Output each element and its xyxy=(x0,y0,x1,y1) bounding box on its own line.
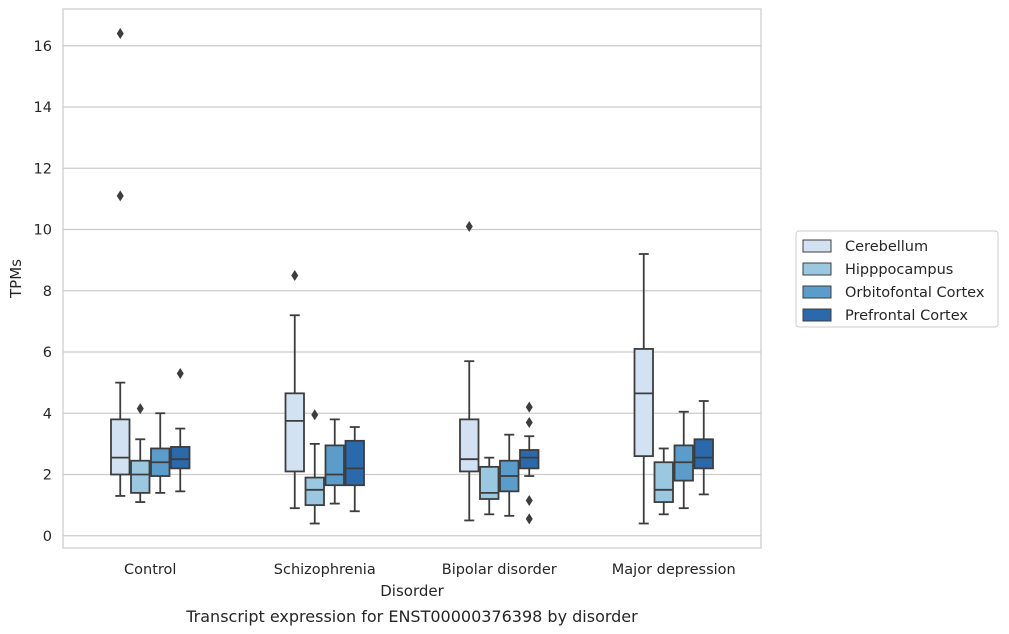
x-tick-label: Schizophrenia xyxy=(274,562,376,578)
box xyxy=(130,403,151,503)
legend-swatch xyxy=(802,285,832,299)
y-tick-label: 0 xyxy=(43,529,52,545)
box-iqr xyxy=(130,459,151,494)
x-tick-labels: Control Schizophrenia Bipolar disorder Majo… xyxy=(124,562,736,578)
grid-lines xyxy=(63,45,761,537)
figure-caption: Transcript expression for ENST0000037639… xyxy=(185,607,638,626)
plot-frame xyxy=(62,8,762,549)
outlier-point xyxy=(116,28,124,39)
y-tick-label: 2 xyxy=(43,468,52,484)
box-iqr xyxy=(459,418,480,473)
legend-swatch xyxy=(802,262,832,276)
outlier-point xyxy=(291,269,299,281)
legend-item: Cerebellum xyxy=(802,239,928,255)
box xyxy=(693,400,714,496)
box-iqr xyxy=(693,438,714,470)
legend-label: Cerebellum xyxy=(845,239,928,255)
x-axis-title: Disorder xyxy=(380,582,444,600)
legend-label: Prefrontal Cortex xyxy=(845,308,968,324)
series-hipppocampus xyxy=(130,403,674,525)
legend-item: Hipppocampus xyxy=(802,262,953,278)
outlier-point xyxy=(465,220,473,232)
box xyxy=(110,28,131,497)
box-iqr xyxy=(344,439,365,487)
legend: Cerebellum Hipppocampus Orbitofontal Corte… xyxy=(795,230,999,328)
series-orbitofontal-cortex xyxy=(150,410,694,517)
box xyxy=(499,433,520,517)
outlier-point xyxy=(311,409,319,421)
box xyxy=(459,220,480,522)
box xyxy=(344,426,365,513)
y-tick-label: 16 xyxy=(34,39,52,55)
box-iqr xyxy=(170,446,191,470)
box-iqr xyxy=(479,465,500,500)
box xyxy=(673,410,694,510)
outlier-point xyxy=(525,513,533,525)
box xyxy=(170,367,191,493)
y-tick-label: 8 xyxy=(43,284,52,300)
box-iqr xyxy=(633,348,654,458)
box-iqr xyxy=(519,449,540,470)
legend-frame xyxy=(795,230,999,328)
x-tick-label: Bipolar disorder xyxy=(442,562,557,578)
box-series xyxy=(110,28,714,525)
legend-swatch xyxy=(802,308,832,322)
y-tick-label: 14 xyxy=(34,100,52,116)
outlier-point xyxy=(136,403,144,415)
x-tick-label: Major depression xyxy=(612,562,736,578)
y-tick-labels: 0 2 4 6 8 10 12 14 16 xyxy=(34,39,52,545)
legend-item: Prefrontal Cortex xyxy=(802,308,968,324)
box-iqr xyxy=(324,444,345,487)
box xyxy=(633,253,654,525)
outlier-point xyxy=(525,495,533,507)
y-tick-label: 12 xyxy=(34,161,52,177)
box xyxy=(479,456,500,516)
y-tick-label: 6 xyxy=(43,345,52,361)
series-prefrontal-cortex xyxy=(170,367,714,525)
series-cerebellum xyxy=(110,28,654,525)
box xyxy=(304,409,325,525)
legend-label: Hipppocampus xyxy=(845,262,953,278)
box-iqr xyxy=(653,461,674,503)
box-iqr xyxy=(284,392,305,473)
box xyxy=(519,401,540,525)
box-iqr xyxy=(304,476,325,507)
y-tick-label: 10 xyxy=(34,223,52,239)
outlier-point xyxy=(525,401,533,413)
box xyxy=(150,412,171,494)
box-iqr xyxy=(110,418,131,476)
legend-item: Orbitofontal Cortex xyxy=(802,285,985,301)
legend-label: Orbitofontal Cortex xyxy=(845,285,985,301)
box xyxy=(653,447,674,516)
x-tick-label: Control xyxy=(124,562,176,578)
y-tick-label: 4 xyxy=(43,406,52,422)
box xyxy=(284,269,305,510)
outlier-point xyxy=(176,367,184,379)
legend-swatch xyxy=(802,239,832,253)
outlier-point xyxy=(525,416,533,428)
outlier-point xyxy=(116,190,124,202)
y-axis-title: TPMs xyxy=(7,259,25,299)
box xyxy=(324,418,345,505)
